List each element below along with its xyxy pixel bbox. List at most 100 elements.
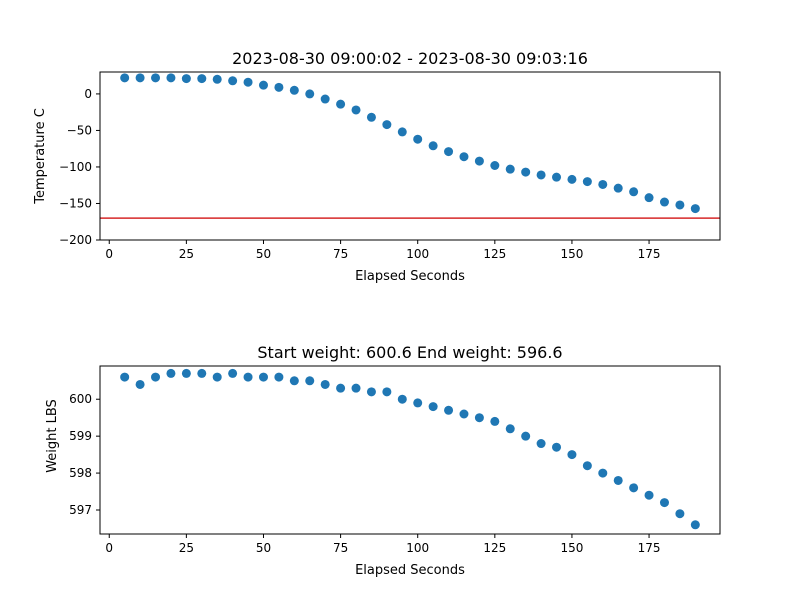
temperature-x-tick-label: 75 [333, 247, 348, 261]
weight-x-axis: 0 25 50 75 100 125 150 175 [105, 534, 661, 555]
weight-panel: Start weight: 600.6 End weight: 596.6 0 2… [45, 343, 721, 578]
temperature-data-point [505, 164, 515, 174]
temperature-data-point [274, 82, 284, 92]
temperature-data-point [336, 99, 346, 109]
temperature-data-point [413, 134, 423, 144]
temperature-x-tick-label: 175 [638, 247, 661, 261]
temperature-chart-title: 2023-08-30 09:00:02 - 2023-08-30 09:03:1… [232, 49, 588, 68]
weight-data-point [690, 520, 700, 530]
temperature-x-tick-label: 0 [105, 247, 113, 261]
temperature-data-point [629, 187, 639, 197]
weight-chart-title: Start weight: 600.6 End weight: 596.6 [257, 343, 562, 362]
weight-y-tick-label: 598 [69, 466, 92, 480]
temperature-x-tick-label: 100 [406, 247, 429, 261]
weight-x-tick-label: 50 [256, 541, 271, 555]
weight-data-point [613, 475, 623, 485]
weight-data-point [644, 490, 654, 500]
temperature-data-point [644, 193, 654, 203]
weight-x-tick-label: 175 [638, 541, 661, 555]
weight-data-point [351, 383, 361, 393]
temperature-data-point [598, 179, 608, 189]
temperature-data-point [490, 160, 500, 170]
weight-data-point [289, 376, 299, 386]
temperature-data-point [659, 197, 669, 207]
temperature-plot-area [100, 73, 720, 219]
temperature-data-point [690, 204, 700, 214]
temperature-data-point [289, 85, 299, 95]
weight-data-point [382, 387, 392, 397]
weight-y-tick-label: 597 [69, 503, 92, 517]
weight-data-point [675, 509, 685, 519]
temperature-y-tick-label: 0 [84, 87, 92, 101]
weight-data-point [181, 368, 191, 378]
temperature-y-tick-label: −150 [59, 196, 92, 210]
weight-y-tick-label: 599 [69, 429, 92, 443]
temperature-data-point [258, 80, 268, 90]
weight-x-axis-label: Elapsed Seconds [355, 563, 465, 578]
weight-data-point [197, 368, 207, 378]
temperature-data-point [382, 120, 392, 130]
weight-data-point [659, 498, 669, 508]
temperature-data-point [166, 73, 176, 83]
temperature-y-tick-label: −50 [67, 123, 92, 137]
temperature-panel: 2023-08-30 09:00:02 - 2023-08-30 09:03:1… [33, 49, 721, 284]
temperature-data-point [552, 172, 562, 182]
temperature-data-point [521, 167, 531, 177]
temperature-data-point [613, 183, 623, 193]
temperature-data-point [459, 152, 469, 162]
weight-data-point [274, 372, 284, 382]
temperature-data-point [135, 73, 145, 83]
weight-data-point [305, 376, 315, 386]
weight-data-point [582, 461, 592, 471]
weight-data-point [397, 394, 407, 404]
weight-data-point [521, 431, 531, 441]
weight-data-point [490, 416, 500, 426]
temperature-data-point [536, 170, 546, 180]
temperature-data-point [320, 94, 330, 104]
weight-data-point [474, 413, 484, 423]
weight-data-point [320, 379, 330, 389]
temperature-x-tick-label: 50 [256, 247, 271, 261]
weight-x-tick-label: 0 [105, 541, 113, 555]
weight-data-point [258, 372, 268, 382]
weight-data-point [536, 439, 546, 449]
temperature-data-point [675, 200, 685, 210]
temperature-data-point [181, 74, 191, 84]
weight-data-point [598, 468, 608, 478]
weight-data-point [444, 405, 454, 415]
weight-data-point [212, 372, 222, 382]
temperature-y-axis: −200 −150 −100 −50 0 [59, 87, 100, 247]
temperature-data-point [228, 76, 238, 86]
temperature-data-point [567, 174, 577, 184]
temperature-data-point [397, 127, 407, 137]
temperature-x-axis-label: Elapsed Seconds [355, 269, 465, 284]
temperature-data-point [212, 74, 222, 84]
weight-x-tick-label: 75 [333, 541, 348, 555]
temperature-data-point [474, 156, 484, 166]
weight-data-point [336, 383, 346, 393]
weight-x-tick-label: 100 [406, 541, 429, 555]
temperature-y-tick-label: −200 [59, 233, 92, 247]
temperature-x-tick-label: 125 [483, 247, 506, 261]
weight-data-point [151, 372, 161, 382]
weight-data-point [166, 368, 176, 378]
weight-data-point [228, 368, 238, 378]
weight-data-point [120, 372, 130, 382]
temperature-data-point [366, 112, 376, 122]
temperature-axes-frame [99, 71, 721, 241]
weight-data-point [552, 442, 562, 452]
temperature-x-tick-label: 25 [179, 247, 194, 261]
weight-data-point [413, 398, 423, 408]
temperature-y-tick-label: −100 [59, 160, 92, 174]
weight-y-axis: 597 598 599 600 [69, 392, 100, 517]
temperature-data-point [444, 147, 454, 157]
weight-data-point [567, 450, 577, 460]
temperature-data-point [351, 105, 361, 115]
weight-y-tick-label: 600 [69, 392, 92, 406]
weight-x-tick-label: 125 [483, 541, 506, 555]
weight-axes-frame [99, 365, 721, 535]
temperature-x-axis: 0 25 50 75 100 125 150 175 [105, 240, 661, 261]
temperature-data-point [305, 89, 315, 99]
temperature-data-point [197, 74, 207, 84]
weight-data-point [135, 379, 145, 389]
